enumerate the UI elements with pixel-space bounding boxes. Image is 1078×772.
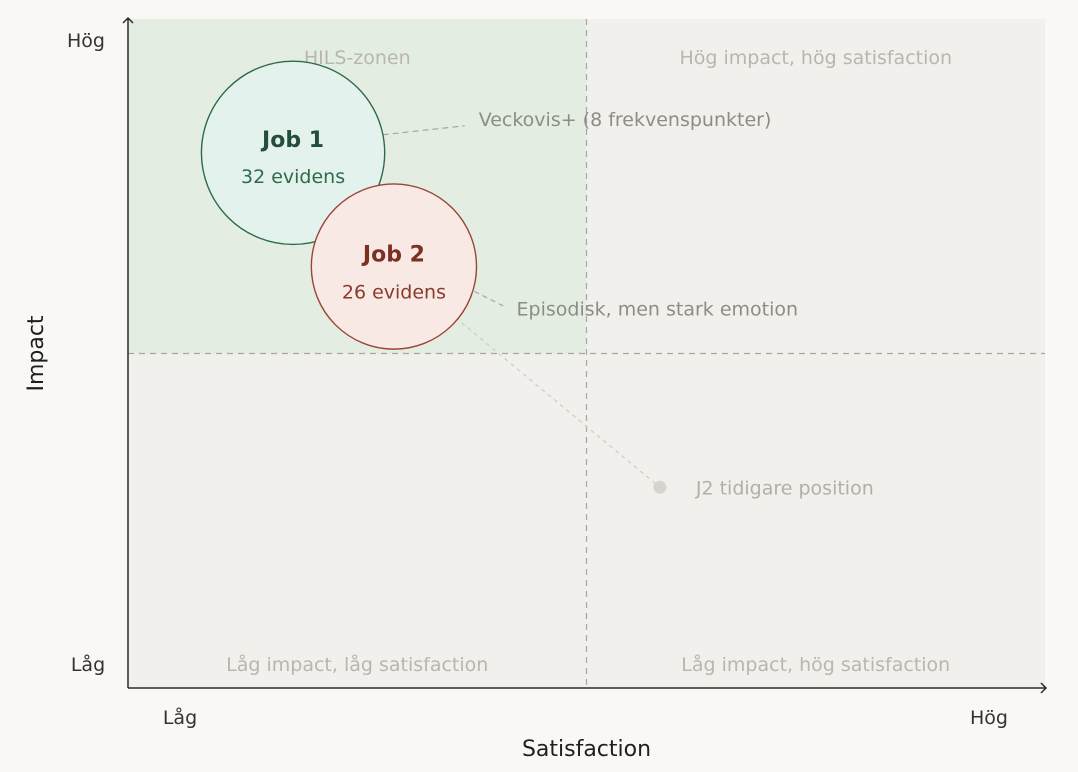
x-axis-arrow-icon [1040,682,1048,694]
job2-bubble[interactable] [310,183,478,350]
y-tick-high: Hög [67,30,105,52]
job1-title: Job 1 [260,128,324,153]
job2-evidence-label: 26 evidens [342,282,446,304]
previous-position-marker [653,480,667,494]
x-tick-high: Hög [970,707,1008,729]
job2-title: Job 2 [361,243,425,268]
y-tick-low: Låg [71,653,105,676]
job1-annotation-leader [382,125,465,136]
job2-annotation: Episodisk, men stark emotion [517,299,799,321]
quadrant-label-top-left: HILS-zonen [304,47,411,69]
quadrant-label-bottom-left: Låg impact, låg satisfaction [226,653,488,676]
x-tick-low: Låg [163,706,197,729]
job2-annotation-leader [474,290,505,308]
previous-position-label: J2 tidigare position [695,477,874,499]
job1-annotation: Veckovis+ (8 frekvenspunkter) [479,109,772,131]
quadrant-label-bottom-right: Låg impact, hög satisfaction [681,653,950,676]
y-axis-arrow-icon [122,16,134,24]
y-axis-title: Impact [24,315,49,391]
x-axis-title: Satisfaction [522,737,651,762]
quadrant-label-top-right: Hög impact, hög satisfaction [679,47,952,69]
job1-evidence-label: 32 evidens [241,166,345,188]
job1-bubble[interactable] [200,60,386,246]
